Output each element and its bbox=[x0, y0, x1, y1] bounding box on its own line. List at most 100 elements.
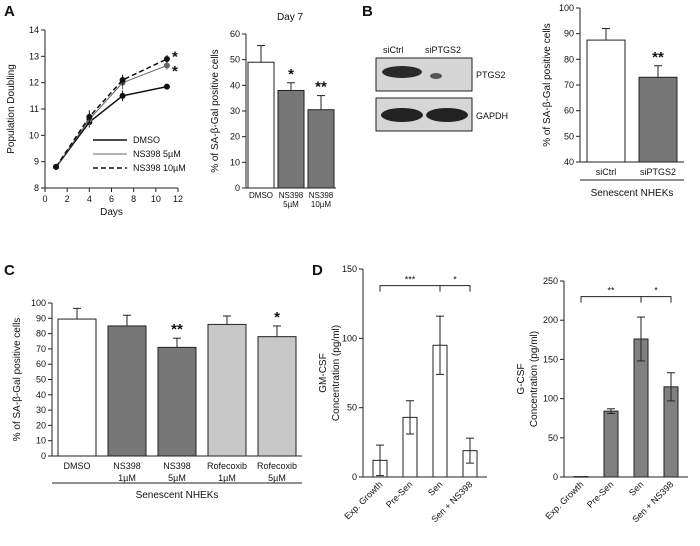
blot-band-ptgs2-sictrl bbox=[382, 66, 422, 78]
b-y-tick-label-6: 100 bbox=[559, 3, 574, 13]
d2-bar-1 bbox=[603, 410, 619, 478]
a1-y-tick-label-0: 8 bbox=[34, 183, 39, 193]
c-star-4: * bbox=[274, 309, 280, 326]
c-category-label-1-1: 1µM bbox=[118, 473, 136, 483]
c-bar-2 bbox=[157, 346, 197, 457]
b-group-label: Senescent NHEKs bbox=[591, 188, 674, 199]
panel-label-a: A bbox=[4, 3, 15, 20]
c-category-label-2-0: NS398 bbox=[163, 461, 191, 471]
d1-y-tick-label-0: 0 bbox=[352, 472, 357, 482]
blot-lane-label-1: siPTGS2 bbox=[425, 45, 461, 55]
a1-series-2-point-2 bbox=[119, 77, 126, 84]
d1-category-label-0: Exp. Growth bbox=[342, 479, 384, 521]
a1-series-2-point-1 bbox=[86, 113, 93, 120]
a1-x-axis-label: Days bbox=[100, 207, 123, 218]
c-y-tick-label-7: 70 bbox=[36, 344, 46, 354]
c-y-tick-label-9: 90 bbox=[36, 313, 46, 323]
c-y-tick-label-4: 40 bbox=[36, 390, 46, 400]
c-category-label-0-0: DMSO bbox=[64, 461, 91, 471]
c-y-tick-label-1: 10 bbox=[36, 436, 46, 446]
d1-y-tick-label-3: 150 bbox=[342, 264, 357, 274]
c-category-label-1-0: NS398 bbox=[113, 461, 141, 471]
d2-category-label-1: Pre-Sen bbox=[585, 479, 615, 509]
a1-legend-label-2: NS398 10µM bbox=[133, 163, 186, 173]
a1-y-tick-label-6: 14 bbox=[29, 25, 39, 35]
a1-series-line-2 bbox=[55, 58, 168, 168]
a2-bar-2 bbox=[307, 109, 335, 189]
d2-category-label-2: Sen bbox=[627, 479, 645, 497]
a2-category-label-2-1: 10µM bbox=[311, 200, 332, 209]
siptgs2-sa-beta-gal-bar-chart: 40 50 60 70 80 90 100 siCtrl ** siPTGS2 % of SA-β-… bbox=[542, 3, 684, 199]
c-y-tick-label-10: 100 bbox=[31, 298, 46, 308]
a2-category-label-0-0: DMSO bbox=[249, 191, 273, 200]
a2-y-tick-label-2: 20 bbox=[230, 132, 240, 142]
a1-x-tick-label-2: 4 bbox=[87, 194, 92, 204]
c-bar-1 bbox=[107, 325, 147, 457]
a2-y-axis-label: % of SA-β-Gal positive cells bbox=[210, 49, 221, 173]
a2-title: Day 7 bbox=[277, 12, 304, 23]
a1-legend-label-1: NS398 5µM bbox=[133, 149, 181, 159]
b-category-label-0-0: siCtrl bbox=[596, 167, 617, 177]
c-y-tick-label-8: 80 bbox=[36, 329, 46, 339]
a2-category-label-1-1: 5µM bbox=[283, 200, 299, 209]
blot-band-ptgs2-siptgs2 bbox=[430, 73, 442, 79]
a2-star-2: ** bbox=[315, 79, 327, 96]
b-y-tick-label-0: 40 bbox=[564, 157, 574, 167]
a2-category-label-1-0: NS398 bbox=[279, 191, 304, 200]
a1-series-0-point-2 bbox=[119, 92, 126, 99]
d2-y-tick-label-0: 0 bbox=[553, 472, 558, 482]
a1-star-1: * bbox=[172, 63, 178, 80]
d2-y-tick-label-5: 250 bbox=[543, 276, 558, 286]
a1-x-tick-label-1: 2 bbox=[65, 194, 70, 204]
a2-bar-1 bbox=[277, 89, 305, 189]
b-y-axis-label: % of SA-β-Gal positive cells bbox=[542, 23, 553, 147]
blot-band-label-gapdh: GAPDH bbox=[476, 111, 508, 121]
d1-y-axis-label-1: Concentration (pg/ml) bbox=[331, 325, 342, 421]
blot-band-label-ptgs2: PTGS2 bbox=[476, 70, 506, 80]
a2-star-1: * bbox=[288, 66, 294, 83]
a1-legend-label-0: DMSO bbox=[133, 135, 160, 145]
c-y-tick-label-2: 20 bbox=[36, 420, 46, 430]
d1-y-axis-label-0: GM-CSF bbox=[318, 353, 329, 392]
a2-category-label-2-0: NS398 bbox=[309, 191, 334, 200]
a2-bar-0 bbox=[247, 61, 275, 189]
c-category-label-2-1: 5µM bbox=[168, 473, 186, 483]
b-category-label-1-0: siPTGS2 bbox=[640, 167, 676, 177]
d2-bracket-label-1: * bbox=[654, 286, 658, 296]
b-y-tick-label-2: 60 bbox=[564, 106, 574, 116]
c-y-tick-label-3: 30 bbox=[36, 405, 46, 415]
d2-y-axis-label-0: G-CSF bbox=[516, 363, 527, 394]
c-group-label: Senescent NHEKs bbox=[136, 490, 219, 501]
d2-category-label-0: Exp. Growth bbox=[543, 479, 585, 521]
d2-y-axis-label-1: Concentration (pg/ml) bbox=[529, 331, 540, 427]
d1-category-label-1: Pre-Sen bbox=[384, 479, 414, 509]
a1-x-tick-label-5: 10 bbox=[151, 194, 161, 204]
d1-category-label-2: Sen bbox=[426, 479, 444, 497]
a1-series-line-0 bbox=[55, 85, 168, 168]
d2-bracket-label-0: ** bbox=[607, 286, 615, 296]
d2-bracket-1 bbox=[640, 296, 672, 303]
c-y-tick-label-6: 60 bbox=[36, 359, 46, 369]
c-y-axis-label: % of SA-β-Gal positive cells bbox=[12, 318, 23, 442]
a1-x-tick-label-0: 0 bbox=[42, 194, 47, 204]
d1-bracket-0 bbox=[379, 285, 441, 292]
c-category-label-4-0: Rofecoxib bbox=[257, 461, 297, 471]
c-category-label-4-1: 5µM bbox=[268, 473, 286, 483]
a1-x-tick-label-4: 8 bbox=[131, 194, 136, 204]
b-bar-0 bbox=[586, 39, 626, 163]
c-bar-3 bbox=[207, 323, 247, 457]
d2-y-tick-label-1: 50 bbox=[548, 433, 558, 443]
panel-label-d: D bbox=[312, 262, 323, 279]
a2-y-tick-label-3: 30 bbox=[230, 106, 240, 116]
a1-star-0: * bbox=[172, 48, 178, 65]
a1-y-tick-label-3: 11 bbox=[30, 104, 39, 114]
a1-x-tick-label-6: 12 bbox=[173, 194, 183, 204]
b-y-tick-label-5: 90 bbox=[564, 29, 574, 39]
a1-y-tick-label-1: 9 bbox=[34, 157, 39, 167]
inhibitor-sa-beta-gal-bar-chart: 0 10 20 30 40 50 60 70 80 90 100 DMSO NS398 1µM ** NS39… bbox=[12, 298, 302, 501]
d2-bar-0 bbox=[573, 476, 589, 478]
a1-y-tick-label-4: 12 bbox=[29, 78, 39, 88]
